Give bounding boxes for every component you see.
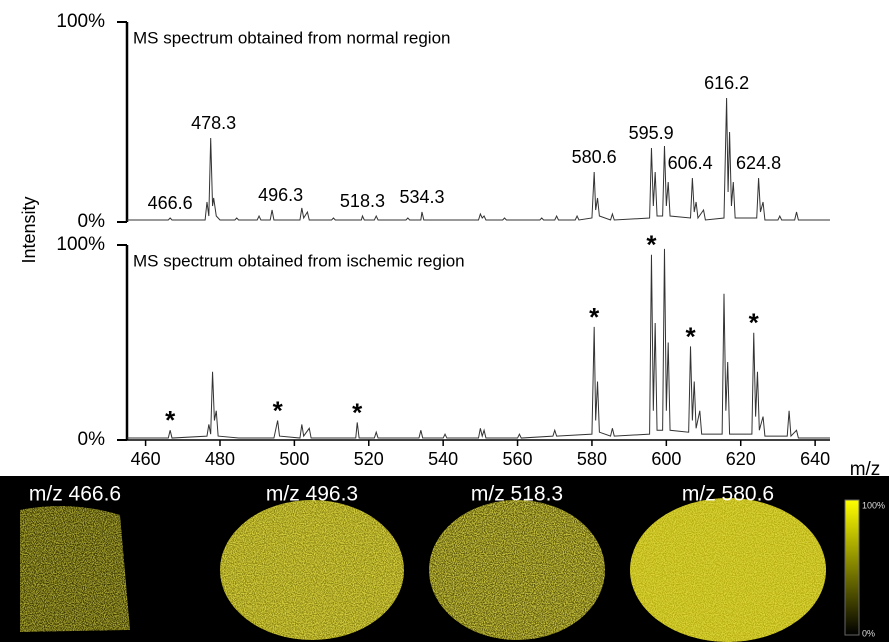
peak-label: 534.3 (399, 187, 444, 207)
colorbar-label: 0% (862, 628, 875, 638)
chart-title: MS spectrum obtained from ischemic regio… (133, 251, 465, 270)
x-tick-label: 600 (651, 449, 681, 469)
peak-marker: * (749, 308, 760, 338)
y-tick-label: 100% (56, 11, 105, 32)
image-label: m/z 496.3 (266, 483, 358, 506)
y-tick-label: 100% (56, 234, 105, 255)
peak-marker: * (589, 302, 600, 332)
image-label: m/z 580.6 (682, 483, 774, 506)
x-axis-label: m/z (850, 459, 881, 480)
peak-label: 518.3 (340, 191, 385, 211)
peak-label: 496.3 (258, 185, 303, 205)
image-label: m/z 518.3 (471, 483, 563, 506)
colorbar-label: 100% (862, 500, 885, 510)
peak-label: 606.4 (668, 153, 713, 173)
x-tick-label: 620 (726, 449, 756, 469)
x-tick-label: 460 (131, 449, 161, 469)
y-axis-label: Intensity (19, 196, 39, 263)
peak-label: 580.6 (572, 147, 617, 167)
tissue-images (20, 498, 826, 642)
spectrum (127, 97, 830, 221)
colorbar (844, 499, 860, 636)
peak-marker: * (273, 395, 284, 425)
peak-label: 624.8 (736, 153, 781, 173)
peak-marker: * (165, 405, 176, 435)
peak-label: 478.3 (191, 113, 236, 133)
peak-marker: * (685, 321, 696, 351)
image-label: m/z 466.6 (29, 483, 121, 506)
x-tick-label: 520 (354, 449, 384, 469)
y-tick-label: 0% (78, 211, 106, 232)
chart-title: MS spectrum obtained from normal region (133, 28, 450, 47)
peak-marker: * (352, 397, 363, 427)
peak-marker: * (646, 230, 657, 260)
peak-label: 466.6 (148, 193, 193, 213)
y-tick-label: 0% (78, 429, 106, 450)
x-tick-label: 640 (800, 449, 830, 469)
x-tick-label: 560 (503, 449, 533, 469)
peak-label: 595.9 (629, 123, 674, 143)
spectrum (127, 248, 830, 439)
x-tick-label: 540 (428, 449, 458, 469)
x-tick-label: 480 (205, 449, 235, 469)
x-tick-label: 500 (279, 449, 309, 469)
peak-label: 616.2 (704, 73, 749, 93)
x-tick-label: 580 (577, 449, 607, 469)
